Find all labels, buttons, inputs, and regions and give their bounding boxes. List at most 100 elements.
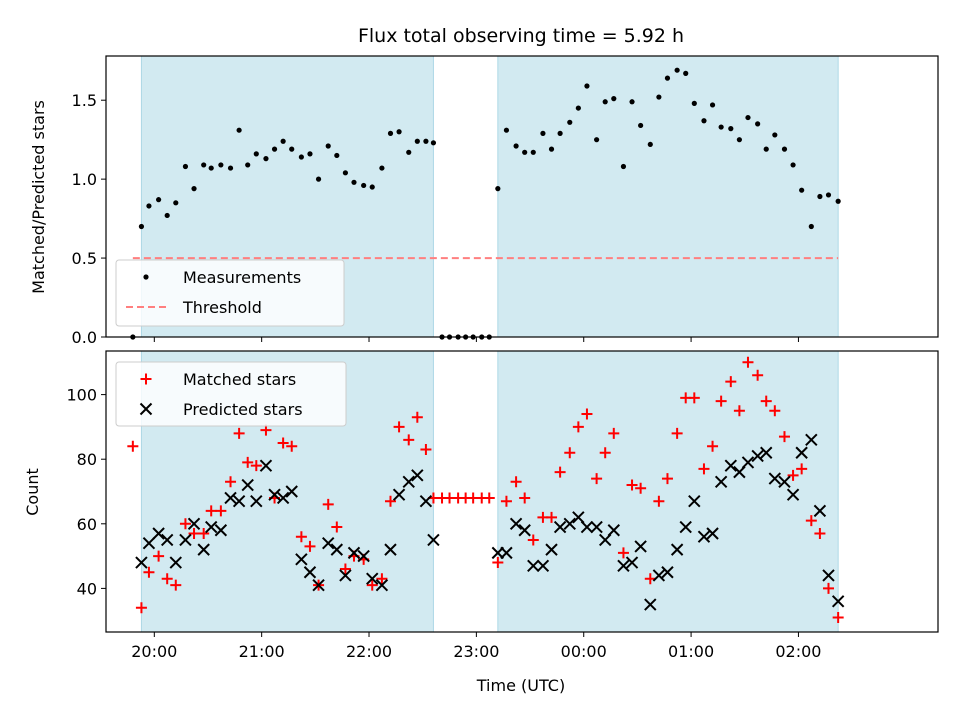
predicted-star-point [670, 543, 684, 556]
y-tick-label: 1.5 [72, 91, 97, 110]
predicted-star-point [536, 559, 550, 572]
predicted-star-point [688, 494, 701, 508]
predicted-star-point [197, 543, 210, 556]
matched-star-point [510, 476, 522, 488]
measurement-point [594, 137, 600, 143]
observing-window-2 [497, 350, 839, 633]
matched-star-point [322, 498, 334, 510]
predicted-star-point [607, 524, 620, 537]
matched-star-point [564, 447, 576, 459]
measurement-point [245, 162, 251, 168]
measurement-point [289, 146, 295, 152]
measurement-point [138, 223, 145, 230]
measurement-point [334, 152, 340, 159]
matched-star-point [135, 602, 147, 614]
measurement-point [387, 130, 394, 136]
y-tick-label: 60 [77, 515, 97, 534]
predicted-star-point [741, 456, 755, 469]
measurement-point [423, 138, 429, 144]
matched-star-point [760, 395, 772, 407]
predicted-star-point [500, 546, 513, 560]
matched-star-point [179, 518, 191, 530]
matched-star-point [161, 573, 173, 585]
matched-star-point [277, 437, 289, 449]
x-tick-label: 01:00 [668, 642, 714, 661]
measurement-point [825, 192, 832, 198]
x-tick-label: 02:00 [775, 642, 821, 661]
predicted-star-point [303, 566, 317, 579]
x-tick-label: 21:00 [239, 642, 285, 661]
predicted-star-point [241, 478, 254, 492]
legend-label: Predicted stars [183, 400, 303, 419]
y-tick-label: 80 [77, 450, 97, 469]
matched-star-point [492, 557, 504, 569]
predicted-star-point [179, 533, 192, 547]
matched-star-point [198, 527, 210, 539]
legend-label: Threshold [182, 298, 262, 317]
legend-measurement-swatch [143, 274, 149, 280]
measurement-point [701, 118, 707, 124]
measurement-point [728, 126, 734, 132]
measurement-point [772, 132, 778, 138]
measurement-point [647, 141, 653, 148]
measurement-point [182, 163, 189, 170]
measurement-point [271, 146, 278, 152]
predicted-star-point [187, 517, 201, 531]
measurement-point [298, 154, 304, 160]
matched-star-point [393, 421, 405, 433]
predicted-star-point [205, 520, 218, 534]
predicted-star-point [724, 459, 738, 472]
predicted-star-point [563, 517, 576, 531]
predicted-star-point [339, 569, 352, 582]
measurement-point [575, 105, 581, 111]
x-tick-label: 23:00 [453, 642, 499, 661]
matched-star-point [554, 466, 566, 478]
matched-star-point [698, 463, 710, 475]
matched-star-point [661, 473, 673, 485]
measurement-point [495, 186, 501, 192]
matched-star-point [752, 369, 764, 381]
count-panel-ylabel: Count [23, 468, 42, 516]
measurement-point [817, 193, 823, 200]
predicted-star-point [330, 543, 344, 556]
predicted-star-point [644, 598, 657, 611]
matched-star-point [384, 495, 396, 507]
predicted-star-point [392, 488, 406, 501]
measurement-point [638, 122, 644, 129]
ratio-panel: 0.0 0.5 1.0 1.5 Measurements Threshold [72, 55, 939, 347]
predicted-star-point [411, 469, 424, 482]
matched-star-point [188, 527, 200, 539]
legend-box [115, 361, 347, 427]
predicted-star-point [679, 520, 692, 534]
matched-star-point [805, 515, 817, 527]
matched-star-point [653, 495, 665, 507]
predicted-star-point [625, 556, 639, 569]
measurement-point [808, 223, 814, 230]
predicted-star-point [152, 527, 165, 540]
measurement-point [253, 151, 259, 157]
measurement-point [361, 182, 367, 189]
predicted-star-point [135, 556, 148, 569]
measurement-point [227, 165, 234, 171]
measurement-point [530, 149, 536, 155]
measurement-point [718, 124, 724, 130]
measurement-point [557, 130, 563, 136]
matched-star-point [127, 440, 139, 452]
predicted-star-point [322, 536, 335, 550]
measurement-point [656, 94, 662, 100]
x-tick-label: 22:00 [346, 642, 392, 661]
matched-star-point [250, 460, 262, 472]
predicted-star-point [590, 520, 603, 534]
predicted-star-point [366, 572, 379, 585]
matched-star-point [205, 505, 217, 517]
matched-star-point [411, 411, 423, 423]
predicted-star-point [384, 543, 397, 556]
predicted-star-point [661, 566, 674, 579]
count-panel-xlabel: Time (UTC) [476, 676, 565, 695]
predicted-star-point [795, 446, 808, 459]
predicted-star-point [697, 530, 711, 543]
matched-star-point [635, 482, 647, 494]
legend-predicted-swatch [139, 402, 153, 416]
matched-star-point [599, 447, 611, 459]
measurement-point [191, 186, 197, 192]
